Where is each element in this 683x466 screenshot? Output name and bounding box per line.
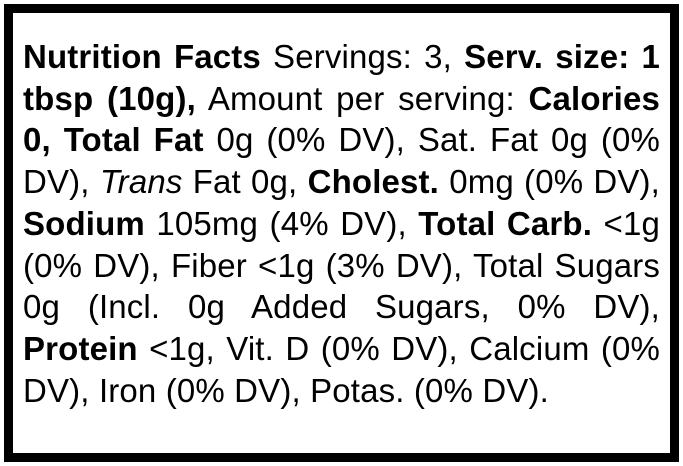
servings: Servings: 3, — [273, 38, 452, 75]
iron: Iron (0% DV), — [98, 371, 301, 409]
calcium: Calcium (0% DV), — [23, 329, 660, 409]
total-carb-label: Total Carb. — [418, 204, 593, 242]
sodium-value: 105mg (4% DV), — [156, 204, 407, 242]
cholest-value: 0mg (0% DV), — [449, 163, 660, 201]
nutrition-facts-heading: Nutrition Facts — [23, 38, 261, 75]
total-fat-label: Total Fat — [63, 121, 204, 159]
sodium-label: Sodium — [23, 204, 145, 242]
cholest-label: Cholest. — [307, 163, 439, 201]
amount-per-serving: Amount per serving: — [207, 79, 515, 117]
trans-fat: Fat 0g, — [192, 163, 298, 201]
total-carb-value: <1g (0% DV), — [23, 204, 660, 284]
nutrition-facts-label: Nutrition Facts Servings: 3, Serv. size:… — [4, 4, 679, 462]
total-sugars: Total Sugars 0g (Incl. 0g Added Sugars, … — [23, 246, 660, 326]
fiber: Fiber <1g (3% DV), — [170, 246, 463, 284]
serving-size: Serv. size: 1 tbsp (10g), — [23, 38, 660, 117]
nutrition-facts-text: Nutrition Facts Servings: 3, Serv. size:… — [23, 36, 660, 411]
trans-label: Trans — [99, 163, 183, 201]
protein-value: <1g, — [149, 329, 215, 367]
total-fat-value: 0g (0% DV), — [216, 121, 405, 159]
potassium: Potas. (0% DV). — [310, 371, 549, 409]
vitamin-d: Vit. D (0% DV), — [226, 329, 458, 367]
calories: Calories 0, — [23, 79, 660, 159]
protein-label: Protein — [23, 329, 138, 367]
sat-fat: Sat. Fat 0g (0% DV), — [23, 121, 660, 201]
